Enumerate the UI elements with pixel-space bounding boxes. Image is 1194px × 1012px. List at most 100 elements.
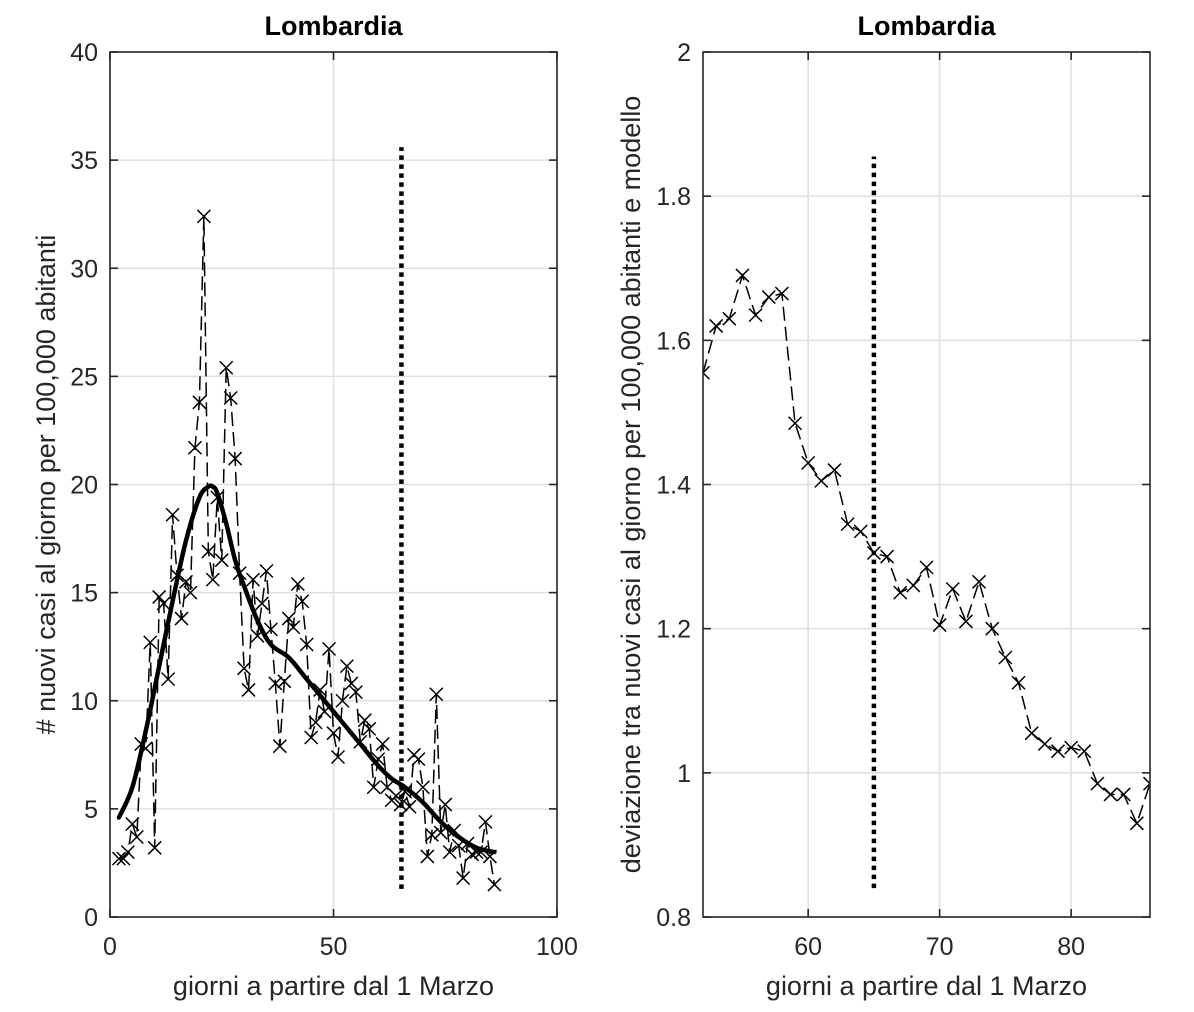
right-data-point-marker (1024, 726, 1039, 741)
right-y-tick-label: 2 (677, 39, 691, 67)
right-data-point-marker (945, 581, 960, 597)
left-data-point-marker (272, 739, 287, 754)
left-data-line (118, 216, 496, 885)
left-data-point-marker (201, 544, 216, 559)
right-data-point-marker (722, 311, 737, 326)
left-data-point-marker (259, 563, 274, 579)
left-data-point-marker (152, 589, 167, 604)
right-data-point-marker (1077, 744, 1092, 759)
left-data-point-marker (143, 635, 158, 650)
left-data-point-marker (411, 752, 426, 767)
left-data-point-marker (375, 736, 390, 752)
right-data-point-marker (1142, 776, 1150, 791)
left-y-tick-label: 5 (84, 796, 98, 824)
left-chart: 0 50 100 0 5 10 15 20 25 30 35 40 Lombardia giorni … (31, 11, 578, 1001)
left-data-point-marker (420, 849, 435, 864)
right-data-point-marker (840, 517, 855, 532)
left-data-point-marker (290, 576, 305, 592)
right-y-tick-label: 1.4 (656, 472, 691, 500)
left-data-point-marker (478, 814, 493, 829)
left-data-point-marker (308, 715, 323, 730)
left-y-tick-label: 25 (70, 363, 98, 391)
right-data-point-marker (880, 549, 895, 564)
right-data-point-marker (774, 286, 789, 301)
left-data-point-marker (357, 713, 372, 728)
right-data-point-marker (1090, 776, 1105, 791)
right-data-point-marker (853, 524, 868, 539)
left-data-point-marker (299, 637, 314, 652)
left-data-point-marker (165, 507, 180, 522)
left-chart-title: Lombardia (264, 11, 403, 41)
left-grid (109, 51, 558, 918)
left-model-curve (116, 483, 497, 855)
left-data-point-marker (424, 827, 439, 842)
left-data-point-marker (277, 674, 292, 689)
right-y-axis-label: deviazione tra nuovi casi al giorno per … (616, 96, 646, 874)
left-data-point-marker (228, 451, 243, 466)
right-data-point-marker (972, 574, 987, 589)
left-data-point-marker (178, 574, 194, 589)
left-data-point-marker (389, 788, 404, 803)
right-data-point-marker (703, 365, 711, 380)
left-data-point-marker (205, 572, 220, 587)
right-data-point-marker (1011, 675, 1026, 690)
left-y-tick-label: 20 (70, 472, 98, 500)
left-data-point-marker (344, 676, 359, 691)
right-data-point-marker (932, 618, 947, 633)
right-chart-title: Lombardia (857, 11, 996, 41)
left-data-point-marker (174, 611, 189, 626)
right-data-point-marker (906, 578, 921, 593)
right-series (703, 156, 1150, 889)
right-data-point-marker (787, 416, 803, 431)
right-y-tick-label: 0.8 (656, 904, 691, 932)
left-data-point-marker (402, 799, 417, 814)
left-x-tick-label: 50 (320, 933, 348, 961)
left-x-axis-label: giorni a partire dal 1 Marzo (173, 971, 494, 1001)
right-data-point-marker (1050, 744, 1066, 759)
right-x-axis-label: giorni a partire dal 1 Marzo (766, 971, 1087, 1001)
left-data-point-marker (161, 672, 176, 687)
left-data-point-marker (442, 845, 457, 860)
left-data-point-marker (330, 749, 346, 765)
left-data-point-marker (366, 780, 381, 795)
left-data-point-marker (125, 816, 140, 832)
left-data-point-marker (120, 845, 135, 860)
left-data-point-marker (286, 620, 301, 635)
right-x-tick-label: 70 (926, 933, 954, 961)
left-data-point-marker (183, 585, 198, 600)
right-data-point-marker (709, 318, 724, 333)
right-data-point-marker (814, 473, 829, 488)
left-data-point-marker (214, 553, 229, 568)
left-data-point-marker (187, 440, 202, 455)
left-data-point-marker (219, 360, 234, 375)
right-grid (703, 51, 1150, 918)
left-data-point-marker (237, 661, 252, 676)
left-y-tick-label: 0 (84, 904, 98, 932)
right-data-point-marker (1037, 736, 1052, 752)
left-y-tick-label: 35 (70, 147, 98, 175)
left-data-point-marker (147, 840, 162, 855)
right-data-point-marker (1129, 816, 1144, 831)
left-ticks: 0 50 100 0 5 10 15 20 25 30 35 40 (70, 39, 578, 961)
left-y-axis-label: # nuovi casi al giorno per 100,000 abita… (31, 235, 61, 735)
left-data-point-marker (321, 641, 337, 656)
right-data-line (703, 272, 1150, 826)
right-data-point-marker (985, 621, 1000, 636)
right-y-tick-label: 1.6 (656, 327, 691, 355)
left-data-point-marker (268, 676, 283, 691)
left-data-point-marker (438, 797, 453, 812)
right-data-point-marker (958, 614, 973, 629)
right-ticks: 60 70 80 0.8 1 1.2 1.4 1.6 1.8 2 (656, 39, 1150, 961)
left-data-point-marker (129, 829, 144, 845)
left-series (111, 147, 502, 892)
left-data-point-marker (339, 659, 354, 674)
left-data-point-marker (415, 780, 430, 795)
left-data-point-marker (362, 721, 377, 736)
left-data-point-marker (263, 622, 278, 637)
right-data-point-marker (827, 463, 842, 478)
right-data-point-marker (761, 290, 776, 305)
left-x-tick-label: 100 (536, 933, 578, 961)
left-y-tick-label: 40 (70, 39, 98, 67)
left-data-point-marker (223, 390, 238, 406)
left-data-point-marker (156, 596, 171, 611)
